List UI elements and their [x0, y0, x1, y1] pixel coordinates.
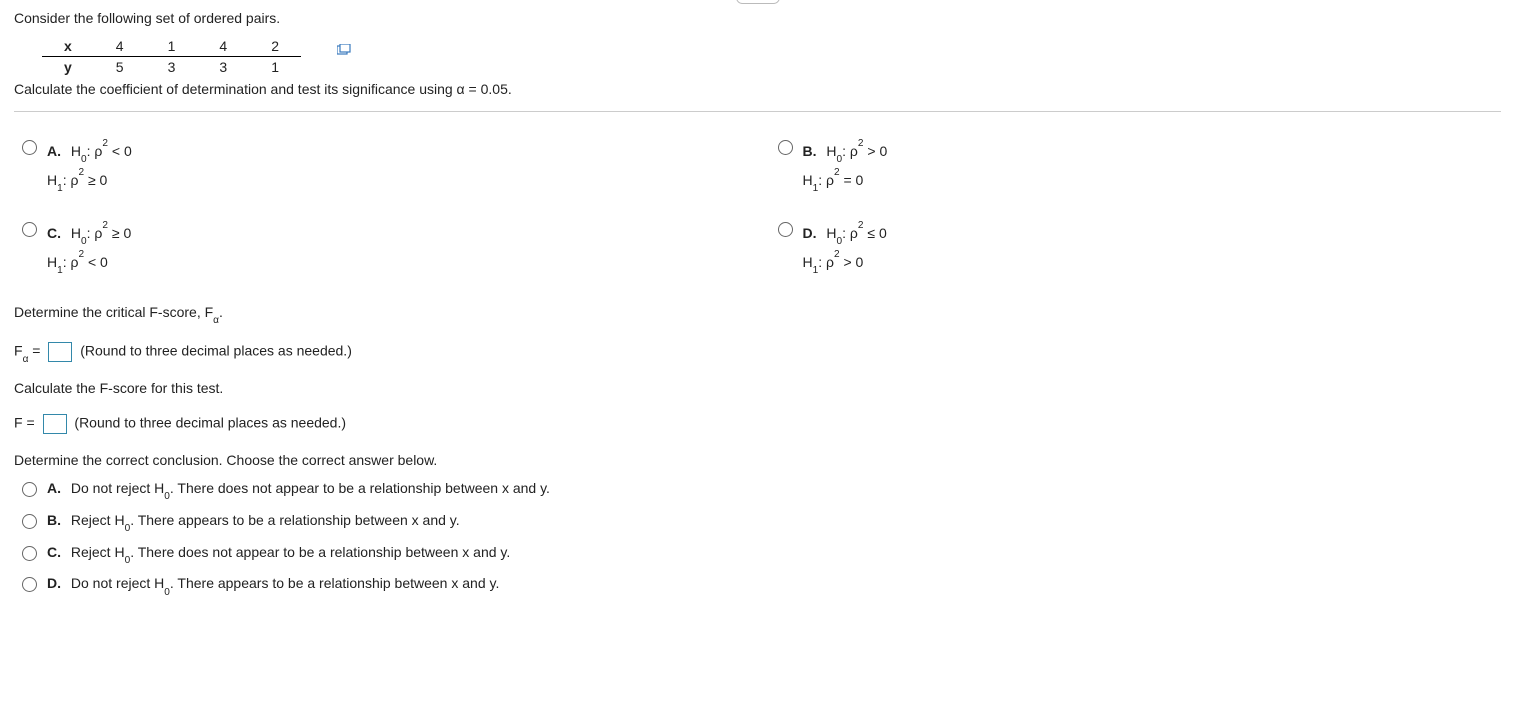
conclusion-text: Reject H0. There appears to be a relatio… — [71, 512, 460, 528]
radio-conclusion-b[interactable] — [22, 514, 37, 529]
hypothesis-options: A. H0: ρ2 < 0 H1: ρ2 ≥ 0 B. H0: ρ2 > 0 H… — [22, 138, 1493, 278]
instruction-text: Calculate the coefficient of determinati… — [14, 81, 1501, 97]
conclusion-text: Do not reject H0. There appears to be a … — [71, 575, 499, 591]
f-alpha-input-line: Fα = (Round to three decimal places as n… — [14, 342, 1501, 363]
radio-option-c[interactable] — [22, 222, 37, 237]
option-letter: D. — [803, 225, 817, 241]
option-letter: C. — [47, 225, 61, 241]
option-letter: A. — [47, 143, 61, 159]
option-letter: C. — [47, 544, 61, 560]
option-b: B. H0: ρ2 > 0 H1: ρ2 = 0 — [778, 138, 1494, 196]
separator-badge[interactable]: • • • — [735, 0, 779, 4]
conclusion-prompt: Determine the correct conclusion. Choose… — [14, 452, 1501, 468]
radio-option-b[interactable] — [778, 140, 793, 155]
cell: 1 — [249, 57, 301, 78]
option-a: A. H0: ρ2 < 0 H1: ρ2 ≥ 0 — [22, 138, 738, 196]
option-c: C. H0: ρ2 ≥ 0 H1: ρ2 < 0 — [22, 220, 738, 278]
radio-conclusion-a[interactable] — [22, 482, 37, 497]
option-letter: B. — [47, 512, 61, 528]
critical-f-prompt: Determine the critical F-score, Fα. — [14, 304, 1501, 324]
rounding-hint: (Round to three decimal places as needed… — [80, 342, 352, 358]
conclusion-b: B. Reject H0. There appears to be a rela… — [22, 512, 1501, 532]
option-letter: A. — [47, 480, 61, 496]
conclusion-text: Do not reject H0. There does not appear … — [71, 480, 550, 496]
intro-text: Consider the following set of ordered pa… — [14, 10, 1501, 26]
cell: 4 — [94, 36, 146, 57]
radio-conclusion-d[interactable] — [22, 577, 37, 592]
cell: 5 — [94, 57, 146, 78]
cell: 4 — [197, 36, 249, 57]
cell: 3 — [197, 57, 249, 78]
table-popup-icon[interactable] — [337, 42, 351, 53]
radio-option-a[interactable] — [22, 140, 37, 155]
conclusion-options: A. Do not reject H0. There does not appe… — [22, 480, 1501, 595]
table-row: y 5 3 3 1 — [42, 57, 373, 78]
cell: 2 — [249, 36, 301, 57]
separator-line — [14, 111, 1501, 112]
rounding-hint: (Round to three decimal places as needed… — [74, 415, 346, 431]
option-letter: B. — [803, 143, 817, 159]
radio-conclusion-c[interactable] — [22, 546, 37, 561]
table-row: x 4 1 4 2 — [42, 36, 373, 57]
option-letter: D. — [47, 575, 61, 591]
calc-f-prompt: Calculate the F-score for this test. — [14, 380, 1501, 396]
ordered-pairs-table: x 4 1 4 2 y 5 3 3 1 — [42, 36, 373, 77]
radio-option-d[interactable] — [778, 222, 793, 237]
option-d: D. H0: ρ2 ≤ 0 H1: ρ2 > 0 — [778, 220, 1494, 278]
row-label-x: x — [42, 36, 94, 57]
conclusion-text: Reject H0. There does not appear to be a… — [71, 544, 510, 560]
f-input-line: F = (Round to three decimal places as ne… — [14, 414, 1501, 434]
cell: 1 — [146, 36, 198, 57]
cell: 3 — [146, 57, 198, 78]
f-score-input[interactable] — [43, 414, 67, 434]
conclusion-d: D. Do not reject H0. There appears to be… — [22, 575, 1501, 595]
f-alpha-input[interactable] — [48, 342, 72, 362]
row-label-y: y — [42, 57, 94, 78]
conclusion-c: C. Reject H0. There does not appear to b… — [22, 544, 1501, 564]
conclusion-a: A. Do not reject H0. There does not appe… — [22, 480, 1501, 500]
